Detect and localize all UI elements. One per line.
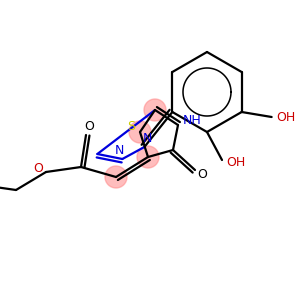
Text: S: S	[127, 119, 135, 133]
Text: N: N	[115, 143, 124, 157]
Text: O: O	[33, 161, 43, 175]
Circle shape	[129, 121, 151, 143]
Text: O: O	[197, 169, 207, 182]
Text: OH: OH	[226, 155, 246, 169]
Circle shape	[105, 166, 127, 188]
Text: O: O	[84, 119, 94, 133]
Text: NH: NH	[183, 113, 201, 127]
Text: OH: OH	[276, 110, 295, 124]
Circle shape	[137, 146, 159, 168]
Circle shape	[144, 99, 166, 121]
Text: N: N	[143, 133, 152, 146]
